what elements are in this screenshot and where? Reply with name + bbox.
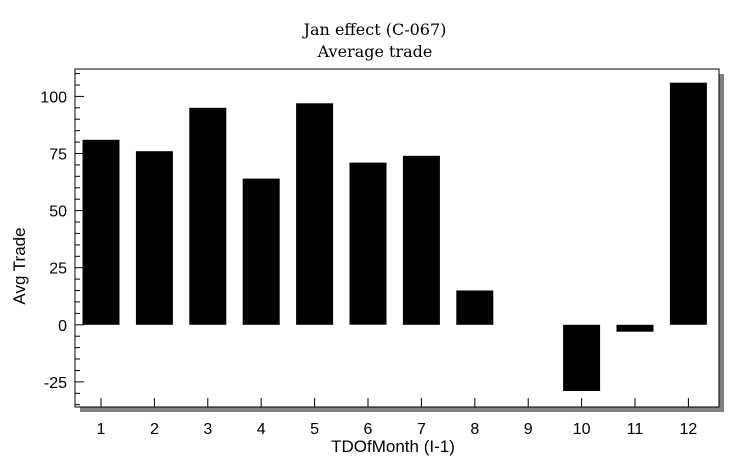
x-tick-label: 9 [524,421,533,438]
bar-6 [349,162,387,325]
bars [82,82,707,391]
y-tick-label: 75 [49,147,67,164]
bar-4 [242,178,280,325]
x-tick-label: 7 [417,421,426,438]
bar-5 [296,103,334,325]
x-tick-label: 5 [310,421,319,438]
bar-2 [135,151,173,325]
x-tick-label: 3 [203,421,212,438]
bar-3 [189,107,227,325]
x-tick-label: 10 [573,421,591,438]
x-tick-label: 6 [364,421,373,438]
x-tick-label: 4 [257,421,266,438]
y-tick-label: 25 [49,261,67,278]
x-tick-label: 1 [97,421,106,438]
y-tick-label: 0 [58,318,67,335]
x-tick-label: 12 [680,421,698,438]
y-tick-label: -25 [44,375,67,392]
y-tick-label: 100 [40,89,67,106]
bar-7 [402,155,440,325]
plot-frame [74,68,720,408]
x-axis-label: TDOfMonth (I-1) [331,437,455,456]
x-tick-label: 2 [150,421,159,438]
x-axis-ticks: 1 2 3 4 5 6 7 8 9 10 11 12 [97,398,698,438]
y-axis-label: Avg Trade [10,227,29,304]
x-tick-label: 11 [627,421,644,438]
chart-subtitle: Average trade [317,42,433,61]
y-tick-label: 50 [49,204,67,221]
y-axis-ticks: -25 0 25 50 75 100 [40,73,84,406]
bar-11 [616,324,654,332]
chart-title: Jan effect (C-067) [302,20,447,39]
bar-10 [563,324,601,391]
bar-12 [669,82,707,325]
bar-1 [82,139,120,325]
bar-8 [456,290,494,325]
x-tick-label: 8 [470,421,479,438]
